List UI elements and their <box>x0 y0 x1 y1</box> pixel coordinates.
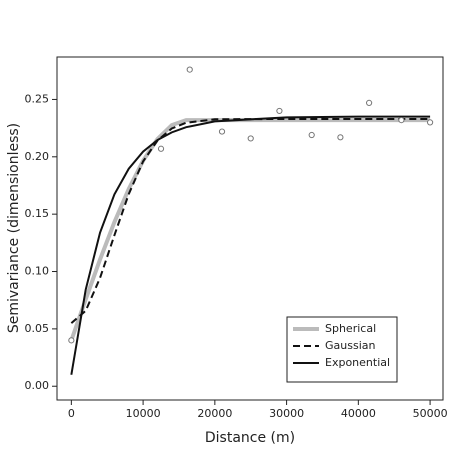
y-tick-label: 0.25 <box>25 92 50 105</box>
legend-label: Gaussian <box>325 339 375 352</box>
y-tick-label: 0.10 <box>25 265 50 278</box>
data-point <box>398 116 405 124</box>
y-axis-title: Semivariance (dimensionless) <box>6 123 22 333</box>
model-line <box>70 115 431 375</box>
data-point <box>218 128 226 135</box>
data-point <box>337 134 344 141</box>
plot-frame <box>56 56 444 401</box>
y-tick-label: 0.20 <box>25 150 50 163</box>
data-point <box>426 119 434 126</box>
y-tick-label: 0.00 <box>25 379 50 392</box>
y-tick-label: 0.15 <box>25 207 50 220</box>
model-line <box>69 118 431 342</box>
model-line <box>70 117 431 324</box>
x-tick-label: 40000 <box>341 407 376 420</box>
x-tick-label: 10000 <box>126 407 161 420</box>
data-point <box>366 99 373 106</box>
x-tick-label: 30000 <box>269 407 304 420</box>
data-point <box>247 135 254 142</box>
legend-label: Spherical <box>325 322 376 335</box>
data-point <box>308 131 315 139</box>
x-tick-label: 0 <box>68 407 75 420</box>
x-tick-label: 50000 <box>413 407 448 420</box>
y-tick-label: 0.05 <box>25 322 50 335</box>
data-point <box>68 337 75 344</box>
legend-label: Exponential <box>325 356 390 369</box>
data-point <box>276 107 283 115</box>
data-point <box>186 66 193 73</box>
x-tick-label: 20000 <box>197 407 232 420</box>
data-point <box>157 145 165 152</box>
x-axis-title: Distance (m) <box>205 430 295 446</box>
